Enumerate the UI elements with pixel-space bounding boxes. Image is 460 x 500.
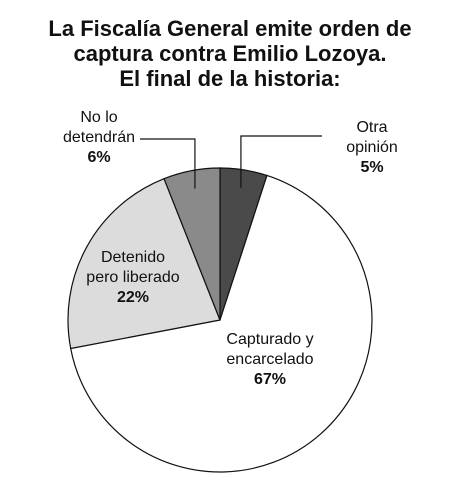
slice-label-line: opinión — [346, 139, 398, 156]
title-line-1: La Fiscalía General emite orden de — [48, 16, 412, 41]
slice-value-label: 67% — [254, 371, 286, 388]
slice-value-label: 22% — [117, 289, 149, 306]
slice-value-label: 5% — [360, 159, 383, 176]
pie-slices — [67, 167, 373, 473]
slice-label-line: Capturado y — [226, 331, 313, 348]
chart-title: La Fiscalía General emite orden de captu… — [0, 16, 460, 91]
slice-label-line: detendrán — [63, 129, 135, 146]
slice-label-line: encarcelado — [226, 351, 313, 368]
pie-slice-capturado-y-encarcelado — [69, 174, 373, 473]
slice-label-line: Detenido — [101, 249, 165, 266]
pie-slice-detenido-pero-liberado — [67, 177, 221, 350]
slice-label-no-lo-detendran: No lo detendrán 6% — [63, 109, 135, 166]
pie-slice-no-lo-detendran — [163, 167, 221, 321]
slice-label-detenido-pero-liberado: Detenido pero liberado 22% — [86, 249, 180, 306]
slice-labels: Otra opinión 5% Capturado y encarcelado 67% De… — [63, 109, 398, 388]
slice-label-line: No lo — [80, 109, 117, 126]
slice-label-line: Otra — [356, 119, 387, 136]
leader-lines — [140, 135, 322, 189]
title-line-2: captura contra Emilio Lozoya. — [73, 41, 387, 66]
slice-value-label: 6% — [87, 149, 110, 166]
leader-line-otra-opinion — [240, 135, 322, 188]
slice-label-line: pero liberado — [86, 269, 180, 286]
slice-label-otra-opinion: Otra opinión 5% — [346, 119, 398, 176]
title-line-3: El final de la historia: — [119, 66, 341, 91]
leader-line-no-lo-detendran — [140, 138, 196, 189]
slice-label-capturado-y-encarcelado: Capturado y encarcelado 67% — [226, 331, 313, 388]
